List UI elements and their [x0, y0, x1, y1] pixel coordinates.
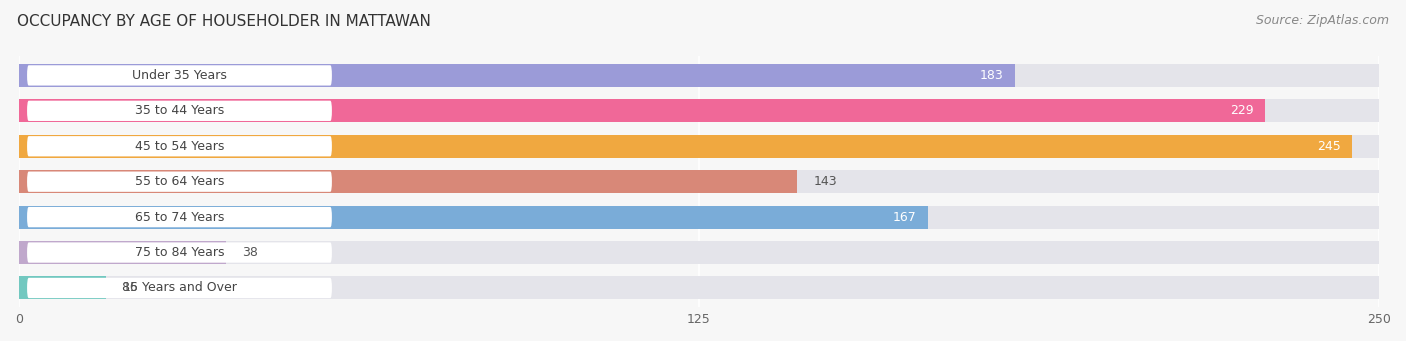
Bar	[20, 170, 1379, 193]
Bar	[20, 99, 1265, 122]
Bar	[20, 206, 1379, 228]
Text: 183: 183	[980, 69, 1004, 82]
Bar	[20, 99, 1379, 122]
Text: 167: 167	[893, 211, 917, 224]
Text: 38: 38	[242, 246, 257, 259]
Bar	[20, 241, 226, 264]
FancyBboxPatch shape	[27, 136, 332, 157]
Bar	[20, 64, 1015, 87]
Text: 16: 16	[122, 281, 138, 295]
Bar	[20, 170, 797, 193]
FancyBboxPatch shape	[27, 101, 332, 121]
Bar	[20, 277, 105, 299]
Text: 229: 229	[1230, 104, 1254, 117]
Bar	[20, 64, 1379, 87]
FancyBboxPatch shape	[27, 242, 332, 263]
Bar	[20, 241, 1379, 264]
Text: 65 to 74 Years: 65 to 74 Years	[135, 211, 224, 224]
FancyBboxPatch shape	[27, 207, 332, 227]
Text: 85 Years and Over: 85 Years and Over	[122, 281, 238, 295]
Text: Source: ZipAtlas.com: Source: ZipAtlas.com	[1256, 14, 1389, 27]
Bar	[20, 135, 1351, 158]
Bar	[20, 277, 1379, 299]
Bar	[20, 206, 928, 228]
FancyBboxPatch shape	[27, 172, 332, 192]
FancyBboxPatch shape	[27, 65, 332, 86]
Text: Under 35 Years: Under 35 Years	[132, 69, 226, 82]
FancyBboxPatch shape	[27, 278, 332, 298]
Text: 35 to 44 Years: 35 to 44 Years	[135, 104, 224, 117]
Text: 245: 245	[1317, 140, 1341, 153]
Text: 143: 143	[813, 175, 837, 188]
Text: 75 to 84 Years: 75 to 84 Years	[135, 246, 224, 259]
Text: 45 to 54 Years: 45 to 54 Years	[135, 140, 224, 153]
Text: 55 to 64 Years: 55 to 64 Years	[135, 175, 224, 188]
Bar	[20, 135, 1379, 158]
Text: OCCUPANCY BY AGE OF HOUSEHOLDER IN MATTAWAN: OCCUPANCY BY AGE OF HOUSEHOLDER IN MATTA…	[17, 14, 430, 29]
